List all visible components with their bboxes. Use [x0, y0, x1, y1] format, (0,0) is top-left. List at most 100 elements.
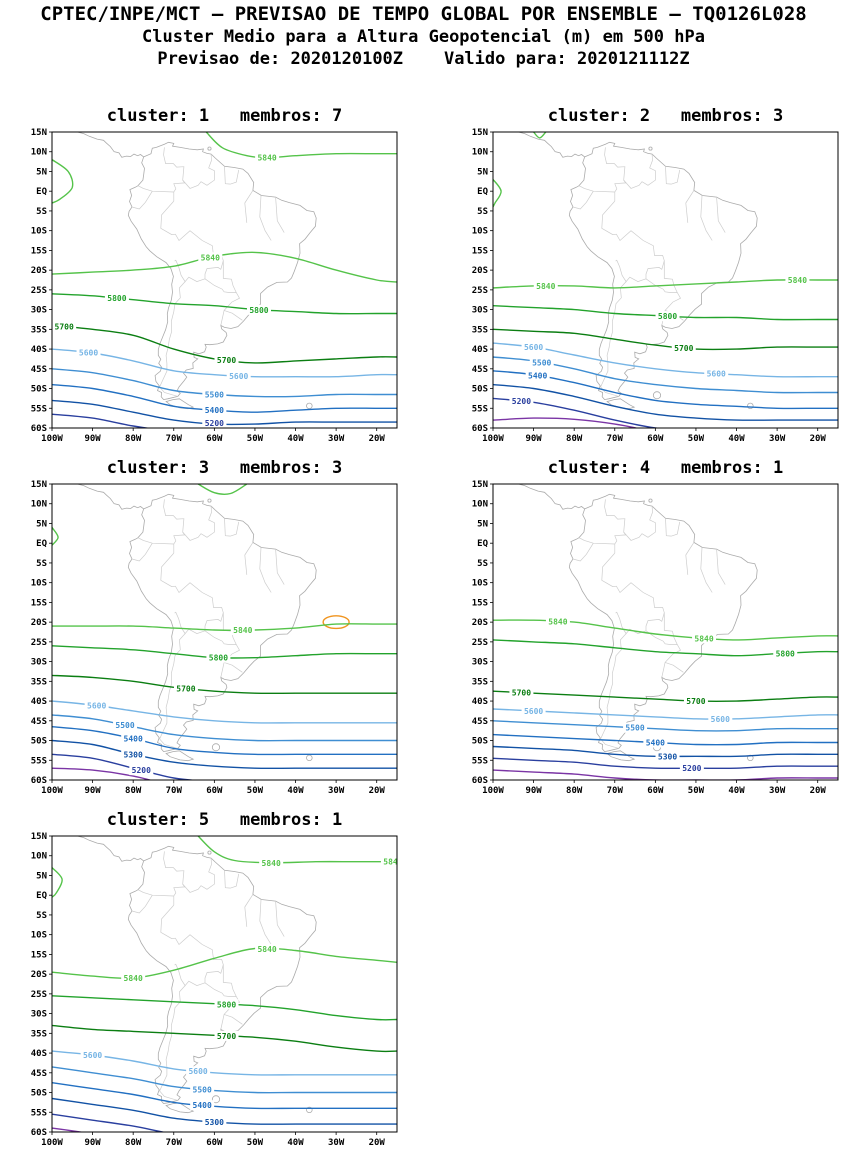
- svg-text:5N: 5N: [477, 167, 488, 177]
- svg-text:60W: 60W: [647, 786, 664, 796]
- map-layers: 5840 5800 5700 5600 5500 5400 5300 5200: [52, 484, 397, 780]
- svg-text:5840: 5840: [124, 974, 143, 983]
- svg-text:EQ: EQ: [36, 891, 47, 901]
- svg-text:40W: 40W: [287, 434, 304, 444]
- svg-text:90W: 90W: [84, 786, 101, 796]
- svg-text:5600: 5600: [524, 707, 543, 716]
- contour-labels-layer: 5840 5840 5840 5840 5800 5700 5600 5600 5500 5400…: [80, 856, 397, 1128]
- svg-text:5700: 5700: [674, 344, 693, 353]
- axis-ticks: [49, 835, 378, 1135]
- svg-text:15N: 15N: [31, 480, 47, 490]
- svg-text:90W: 90W: [525, 434, 542, 444]
- svg-text:5400: 5400: [205, 406, 224, 415]
- svg-text:45S: 45S: [472, 365, 488, 375]
- svg-text:70W: 70W: [166, 434, 183, 444]
- map-canvas-cluster-1: 5840 5840 5800 5800 5700 5700 5600 5600 5500 5400…: [31, 128, 398, 444]
- svg-text:35S: 35S: [472, 677, 488, 687]
- svg-text:80W: 80W: [125, 434, 142, 444]
- figure-subtitle: Cluster Medio para a Altura Geopotencial…: [142, 27, 705, 47]
- svg-text:50W: 50W: [247, 434, 264, 444]
- svg-text:50S: 50S: [472, 385, 488, 395]
- svg-text:50W: 50W: [247, 1138, 264, 1148]
- svg-text:5500: 5500: [193, 1085, 212, 1094]
- svg-text:5N: 5N: [36, 167, 47, 177]
- svg-text:5S: 5S: [36, 559, 47, 569]
- svg-text:5500: 5500: [205, 390, 224, 399]
- cluster-panel-1: cluster: 1 membros: 7 5840 5840 5800 5800 570…: [22, 106, 401, 450]
- svg-text:100W: 100W: [41, 434, 63, 444]
- svg-text:5300: 5300: [658, 752, 677, 761]
- svg-text:10N: 10N: [472, 148, 488, 158]
- svg-text:40S: 40S: [31, 1049, 47, 1059]
- svg-text:90W: 90W: [84, 434, 101, 444]
- svg-text:20W: 20W: [810, 434, 827, 444]
- svg-text:EQ: EQ: [477, 539, 488, 549]
- svg-text:5700: 5700: [217, 1032, 236, 1041]
- svg-text:15S: 15S: [31, 246, 47, 256]
- svg-text:50W: 50W: [688, 434, 705, 444]
- svg-text:40W: 40W: [728, 434, 745, 444]
- svg-text:20W: 20W: [369, 1138, 386, 1148]
- svg-text:5800: 5800: [776, 649, 795, 658]
- country-borders-layer: [131, 147, 285, 397]
- svg-text:70W: 70W: [607, 786, 624, 796]
- svg-text:10S: 10S: [472, 579, 488, 589]
- contour-labels-layer: 5840 5800 5700 5600 5500 5400 5300 5200: [84, 625, 255, 776]
- svg-text:80W: 80W: [125, 1138, 142, 1148]
- svg-text:60W: 60W: [206, 1138, 223, 1148]
- svg-text:EQ: EQ: [36, 539, 47, 549]
- svg-text:30W: 30W: [328, 434, 345, 444]
- svg-text:5700: 5700: [176, 684, 195, 693]
- svg-text:15S: 15S: [472, 246, 488, 256]
- svg-text:100W: 100W: [482, 786, 504, 796]
- svg-text:5840: 5840: [233, 626, 252, 635]
- svg-text:10S: 10S: [472, 227, 488, 237]
- axis-labels: 100W 90W 80W 70W 60W 50W 40W 30W 20W 15N 10N 5N EQ 5S…: [472, 128, 827, 444]
- svg-text:60W: 60W: [206, 786, 223, 796]
- svg-text:30W: 30W: [328, 1138, 345, 1148]
- svg-text:55S: 55S: [472, 756, 488, 766]
- svg-text:10N: 10N: [31, 500, 47, 510]
- svg-text:90W: 90W: [525, 786, 542, 796]
- svg-text:5800: 5800: [658, 312, 677, 321]
- map-canvas-cluster-5: 5840 5840 5840 5840 5800 5700 5600 5600 5500 5400…: [31, 832, 398, 1148]
- svg-text:40W: 40W: [287, 786, 304, 796]
- map-canvas-cluster-3: 5840 5800 5700 5600 5500 5400 5300 5200 100W 90W 8…: [31, 480, 398, 796]
- svg-text:40W: 40W: [728, 786, 745, 796]
- svg-text:25S: 25S: [31, 990, 47, 1000]
- svg-text:5400: 5400: [528, 372, 547, 381]
- svg-text:90W: 90W: [84, 1138, 101, 1148]
- svg-text:45S: 45S: [31, 365, 47, 375]
- svg-text:5600: 5600: [83, 1051, 102, 1060]
- svg-text:5S: 5S: [36, 911, 47, 921]
- svg-text:80W: 80W: [566, 786, 583, 796]
- svg-text:5840: 5840: [201, 253, 220, 262]
- map-layers: 5840 5840 5840 5840 5800 5700 5600 5600 5500 5400…: [52, 836, 397, 1132]
- svg-text:60W: 60W: [206, 434, 223, 444]
- svg-text:25S: 25S: [31, 638, 47, 648]
- panel-title: cluster: 4 membros: 1: [547, 458, 784, 478]
- svg-text:20S: 20S: [31, 618, 47, 628]
- svg-text:10N: 10N: [31, 852, 47, 862]
- axis-labels: 100W 90W 80W 70W 60W 50W 40W 30W 20W 15N 10N 5N EQ 5S…: [31, 832, 386, 1148]
- svg-text:70W: 70W: [166, 1138, 183, 1148]
- svg-text:5840: 5840: [694, 634, 713, 643]
- svg-text:20W: 20W: [369, 786, 386, 796]
- svg-text:30W: 30W: [769, 434, 786, 444]
- svg-text:EQ: EQ: [477, 187, 488, 197]
- svg-text:5500: 5500: [625, 724, 644, 733]
- svg-text:5800: 5800: [209, 654, 228, 663]
- axis-ticks: [49, 131, 378, 431]
- country-borders-layer: [131, 851, 285, 1101]
- svg-text:45S: 45S: [472, 717, 488, 727]
- svg-text:10S: 10S: [31, 227, 47, 237]
- axis-ticks: [490, 483, 819, 783]
- svg-text:50W: 50W: [247, 786, 264, 796]
- svg-text:15N: 15N: [472, 480, 488, 490]
- svg-text:20S: 20S: [31, 970, 47, 980]
- svg-text:15S: 15S: [31, 950, 47, 960]
- svg-text:15N: 15N: [31, 128, 47, 138]
- country-borders-layer: [572, 147, 726, 397]
- svg-text:40S: 40S: [472, 345, 488, 355]
